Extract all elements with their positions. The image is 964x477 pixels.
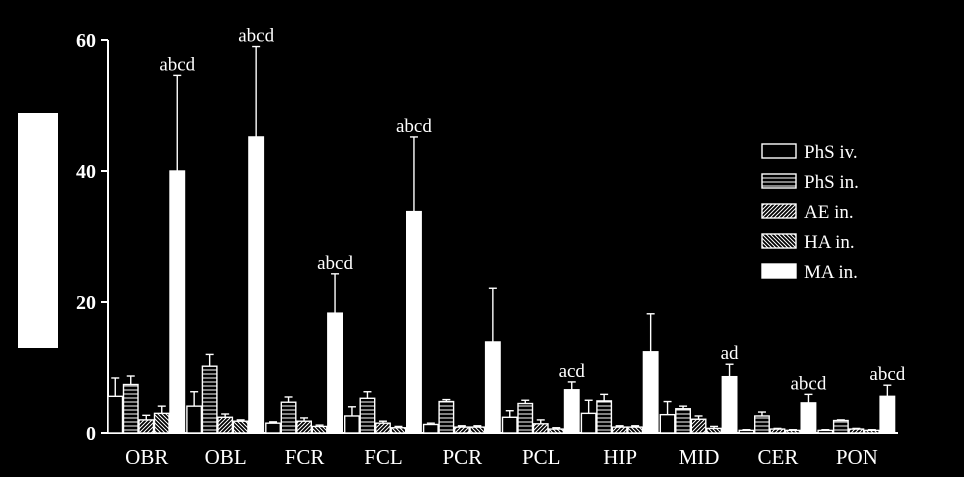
x-tick-labels: OBR OBL FCR FCL PCR PCL HIP MID CER PON <box>125 445 878 469</box>
bar-mid-2 <box>690 418 707 434</box>
legend-swatch-1 <box>761 173 797 189</box>
bar-pon-2 <box>848 428 865 434</box>
bar-obr-2 <box>138 419 155 434</box>
bar-pon-3 <box>863 429 880 434</box>
bar-mid-0 <box>659 413 676 434</box>
bar-hip-1 <box>596 400 613 434</box>
bar-obr-3 <box>153 412 170 434</box>
bar-hip-0 <box>580 412 597 434</box>
x-tick-label-cer: CER <box>758 445 799 469</box>
annotation-obr: abcd <box>159 54 195 75</box>
bar-hip-2 <box>611 426 628 434</box>
legend-label-3: HA in. <box>804 232 855 253</box>
bar-pcl-0 <box>501 416 518 434</box>
legend-label-2: AE in. <box>804 202 854 223</box>
bar-fcr-2 <box>296 420 312 434</box>
y-tick-label: 0 <box>86 423 96 445</box>
legend-swatch-0 <box>761 143 797 159</box>
x-tick-label-fcr: FCR <box>285 445 325 469</box>
legend-swatch-2 <box>761 203 797 219</box>
bar-obl-0 <box>186 405 203 434</box>
bar-obl-4 <box>248 136 265 434</box>
bar-fcr-4 <box>327 312 343 434</box>
bars <box>107 45 896 434</box>
legend: PhS iv. PhS in. AE in. HA in. MA in. <box>761 142 859 283</box>
bar-obr-1 <box>122 383 139 434</box>
annotation-cer: abcd <box>791 373 827 394</box>
x-tick-label-fcl: FCL <box>364 445 403 469</box>
x-tick-label-obl: OBL <box>205 445 247 469</box>
bar-mid-1 <box>675 408 691 434</box>
annotation-fcl: abcd <box>396 116 432 137</box>
legend-label-1: PhS in. <box>804 172 859 193</box>
bar-cer-4 <box>800 402 817 434</box>
bar-obl-2 <box>217 416 234 434</box>
y-tick-label: 40 <box>76 161 96 183</box>
bar-cer-1 <box>754 415 770 434</box>
annotation-obl: abcd <box>238 26 274 47</box>
bar-fcl-2 <box>375 422 391 434</box>
legend-label-0: PhS iv. <box>804 142 858 163</box>
x-tick-label-mid: MID <box>679 445 720 469</box>
annotation-pon: abcd <box>869 364 905 385</box>
bar-pcr-3 <box>469 426 486 434</box>
label-mask-panel <box>18 113 58 348</box>
bar-pcr-1 <box>438 400 455 434</box>
x-tick-label-pcr: PCR <box>442 445 482 469</box>
bar-cer-0 <box>738 429 755 434</box>
bar-pon-1 <box>832 419 849 434</box>
bar-pcl-1 <box>517 402 534 434</box>
bar-pon-4 <box>879 395 896 434</box>
legend-swatch-3 <box>761 233 797 249</box>
bar-pcr-4 <box>484 341 501 434</box>
legend-label-4: MA in. <box>804 262 858 283</box>
bar-fcr-3 <box>311 425 328 434</box>
bar-fcr-1 <box>280 401 297 434</box>
bar-pcr-2 <box>453 426 470 434</box>
legend-swatch-4 <box>761 263 797 279</box>
x-tick-label-hip: HIP <box>603 445 637 469</box>
y-tick-label: 20 <box>76 292 96 314</box>
annotations: abcd abcd abcd abcd acd ad abcd abcd <box>159 26 905 395</box>
bar-mid-4 <box>721 375 738 434</box>
bar-fcl-3 <box>390 427 407 434</box>
bar-obl-3 <box>232 420 249 434</box>
bar-pcr-0 <box>422 423 439 434</box>
x-tick-label-pcl: PCL <box>522 445 561 469</box>
bar-fcl-0 <box>344 415 360 434</box>
bar-obr-0 <box>107 395 124 434</box>
annotation-fcr: abcd <box>317 253 353 274</box>
bar-obr-4 <box>169 170 186 434</box>
bar-hip-3 <box>627 426 644 434</box>
y-tick-label: 60 <box>76 30 96 52</box>
bar-cer-3 <box>785 429 801 434</box>
annotation-mid: ad <box>721 343 739 364</box>
x-tick-label-obr: OBR <box>125 445 168 469</box>
bar-pcl-3 <box>548 428 565 434</box>
annotation-pcl: acd <box>559 361 586 382</box>
bar-fcl-4 <box>406 210 422 434</box>
bar-fcl-1 <box>359 397 376 434</box>
bar-fcr-0 <box>265 422 281 434</box>
bar-cer-2 <box>769 428 786 434</box>
bar-pcl-4 <box>563 389 580 434</box>
bar-pcl-2 <box>532 423 549 434</box>
x-tick-label-pon: PON <box>836 445 878 469</box>
bar-hip-4 <box>642 351 659 434</box>
bar-pon-0 <box>817 429 834 434</box>
bar-mid-3 <box>706 427 722 434</box>
bar-obl-1 <box>201 365 218 434</box>
